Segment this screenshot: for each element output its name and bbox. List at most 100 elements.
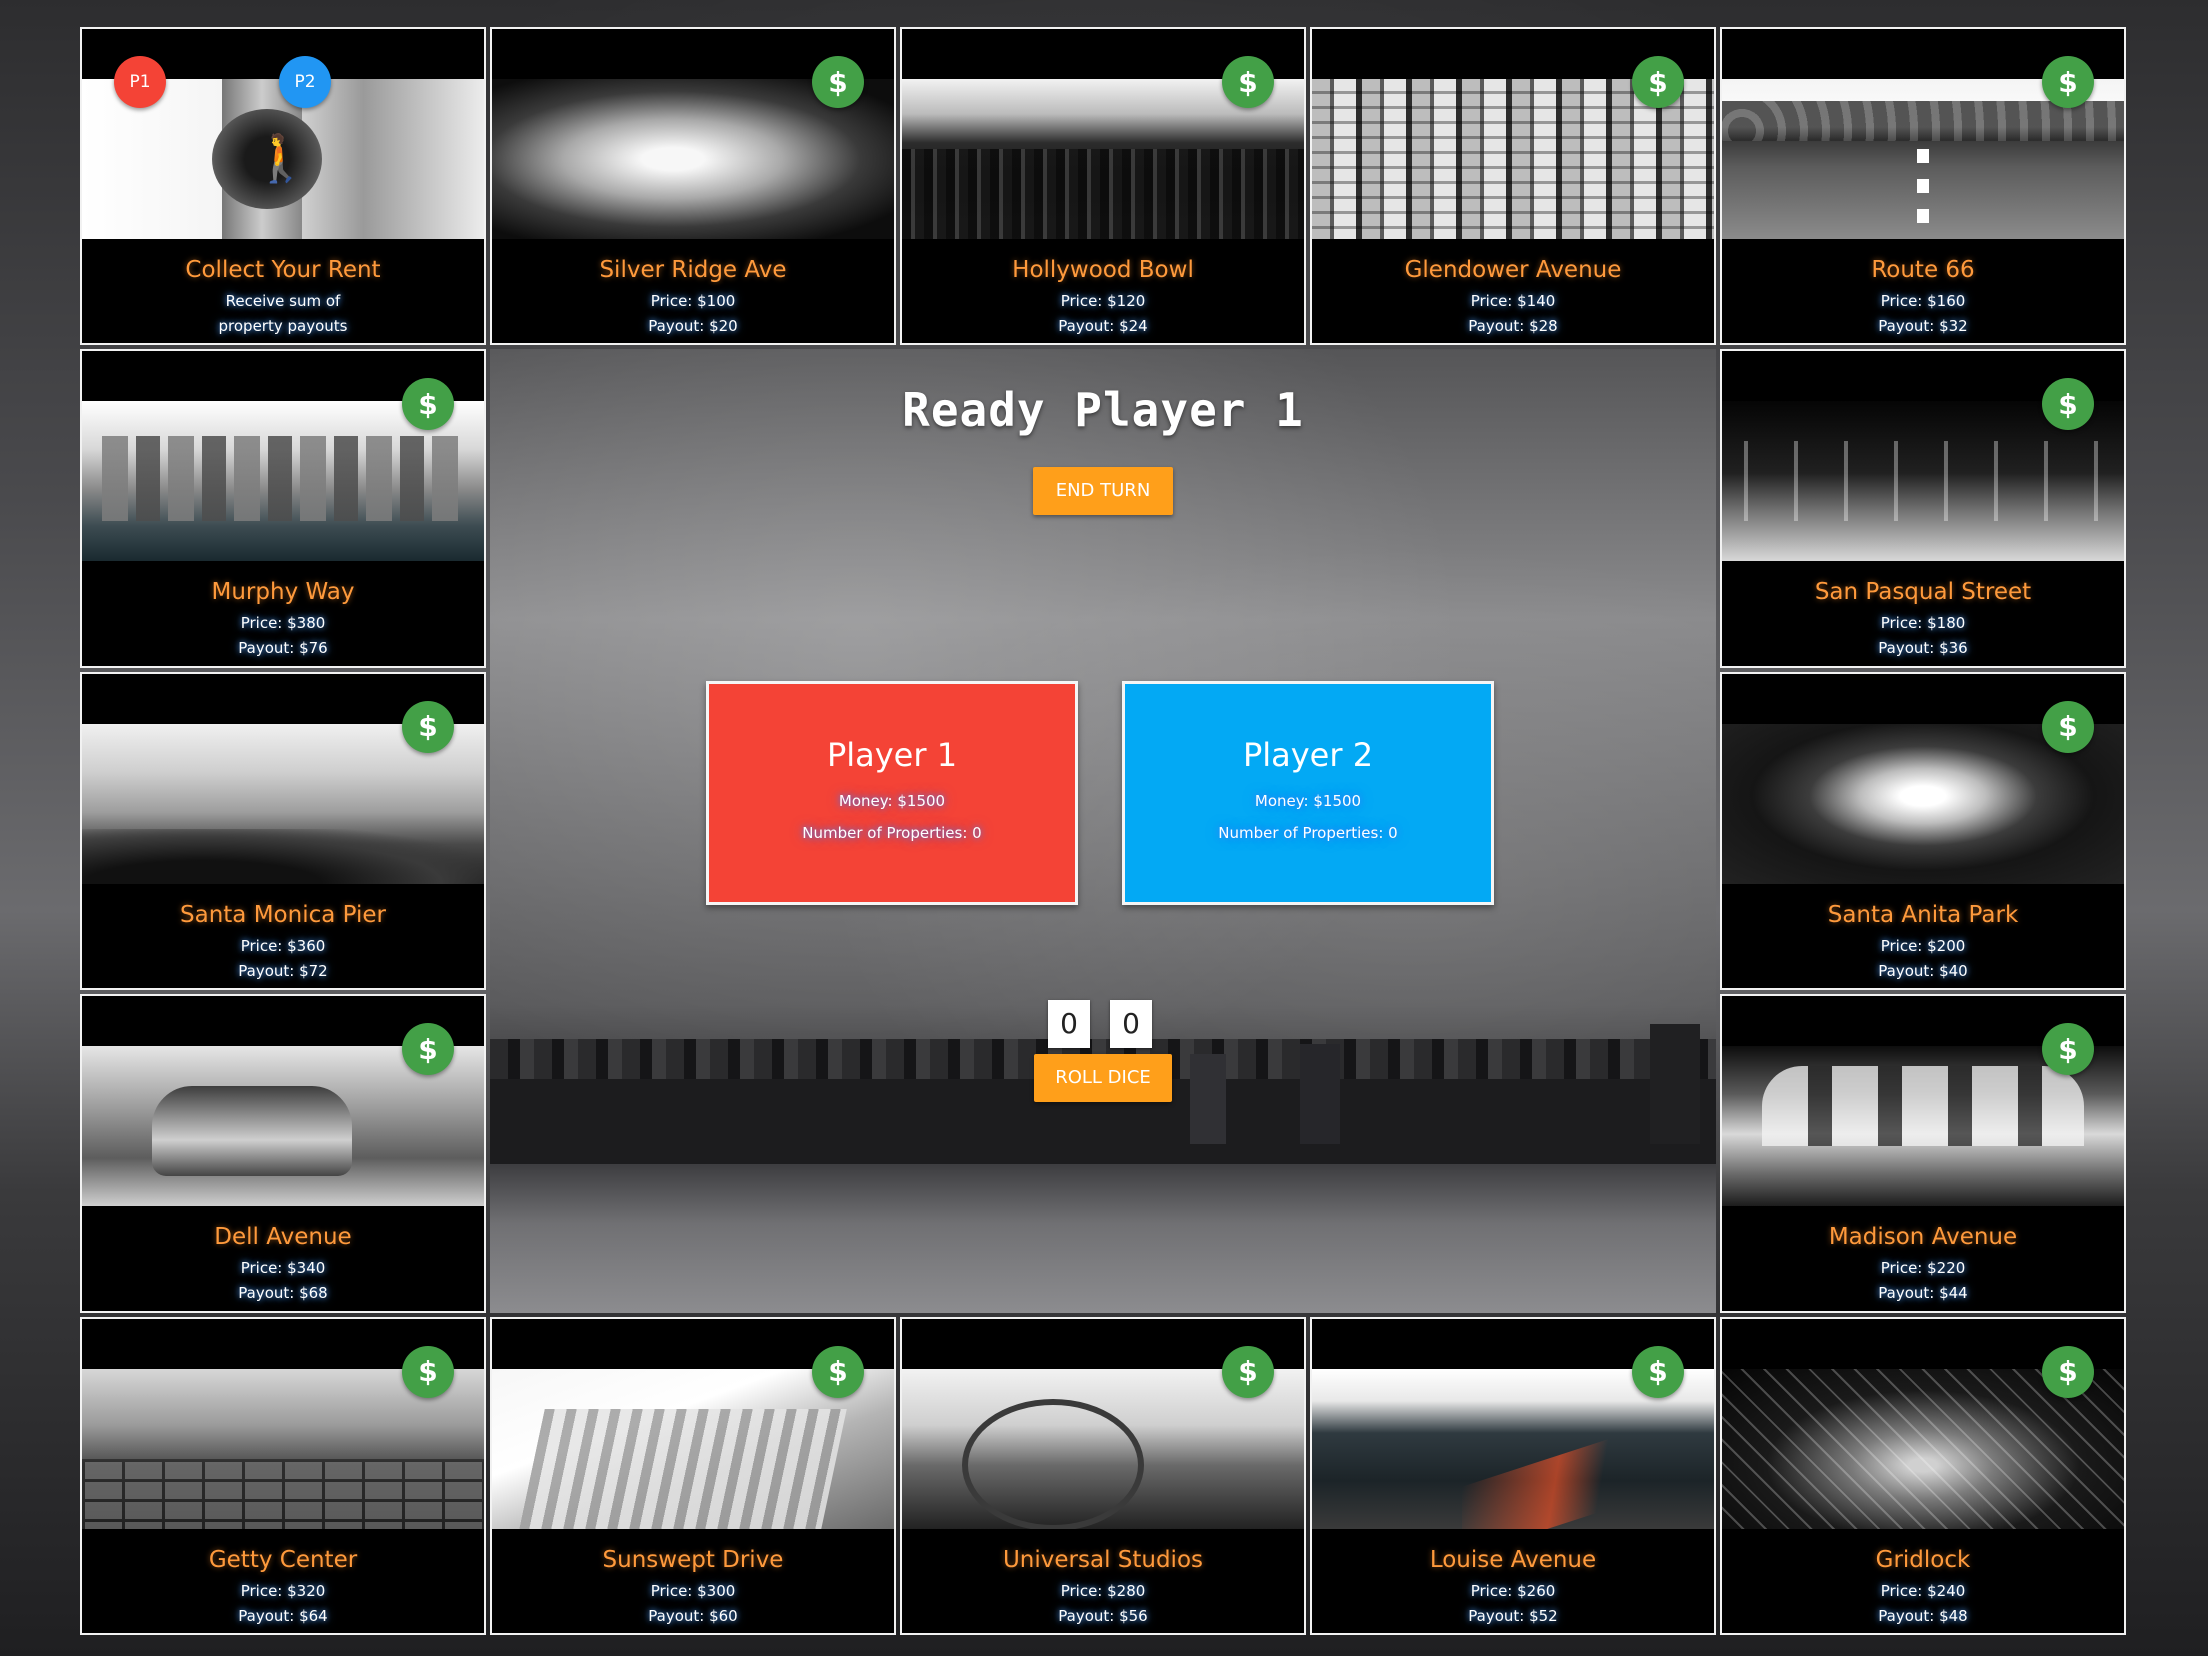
- tile-louise-avenue[interactable]: $ Louise Avenue Price: $260 Payout: $52: [1310, 1316, 1716, 1635]
- end-turn-button[interactable]: END TURN: [1033, 467, 1173, 516]
- tile-image: [82, 401, 484, 562]
- tile-payout: Payout: $60: [648, 1606, 738, 1625]
- tile-name: Madison Avenue: [1828, 1224, 2018, 1251]
- turn-status-title: Ready Player 1: [902, 383, 1304, 438]
- player-properties: Number of Properties: 0: [1218, 824, 1398, 843]
- tile-name: Hollywood Bowl: [1012, 257, 1194, 283]
- tile-price: Price: $340: [240, 1259, 326, 1278]
- tile-image: [1722, 1368, 2124, 1529]
- tile-murphy-way[interactable]: $ Murphy Way Price: $380 Payout: $76: [80, 349, 486, 668]
- tile-name: Santa Monica Pier: [180, 901, 386, 928]
- tile-payout: Payout: $28: [1468, 317, 1558, 335]
- tile-price: Price: $120: [1060, 292, 1146, 310]
- tile-payout: Payout: $20: [648, 317, 738, 335]
- tile-hollywood-bowl[interactable]: $ Hollywood Bowl Price: $120 Payout: $24: [900, 27, 1306, 346]
- tile-dell-avenue[interactable]: $ Dell Avenue Price: $340 Payout: $68: [80, 994, 486, 1313]
- player-2-token: P2: [279, 56, 331, 108]
- tile-payout: Payout: $40: [1878, 961, 1968, 980]
- tile-name: Sunswept Drive: [602, 1546, 784, 1573]
- tile-price: Price: $380: [240, 614, 326, 633]
- buy-property-icon[interactable]: $: [402, 378, 454, 431]
- tile-name: Santa Anita Park: [1827, 901, 2019, 928]
- buy-property-icon[interactable]: $: [2042, 378, 2094, 431]
- tile-payout: Payout: $72: [238, 961, 328, 980]
- buy-property-icon[interactable]: $: [2042, 700, 2094, 753]
- player-money: Money: $1500: [838, 792, 946, 811]
- center-panel: Ready Player 1 END TURN Player 1 Money: …: [490, 349, 1716, 1313]
- tile-price: Price: $280: [1060, 1581, 1146, 1600]
- roll-dice-button[interactable]: ROLL DICE: [1034, 1054, 1172, 1103]
- tile-price: Price: $360: [240, 936, 326, 955]
- buy-property-icon[interactable]: $: [2042, 1023, 2094, 1076]
- buy-property-icon[interactable]: $: [812, 1345, 864, 1398]
- tile-info: Receive sum of: [225, 292, 341, 310]
- tile-info: property payouts: [218, 317, 348, 335]
- tile-glendower-avenue[interactable]: $ Glendower Avenue Price: $140 Payout: $…: [1310, 27, 1716, 346]
- tile-payout: Payout: $56: [1058, 1606, 1148, 1625]
- tile-price: Price: $180: [1880, 614, 1966, 633]
- player-1-token: P1: [114, 56, 166, 108]
- buy-property-icon[interactable]: $: [1222, 1345, 1274, 1398]
- tile-collect-your-rent: 🚶 P1 P2 Collect Your Rent Receive sum of…: [80, 27, 486, 346]
- tile-santa-monica-pier[interactable]: $ Santa Monica Pier Price: $360 Payout: …: [80, 671, 486, 991]
- tile-name: Louise Avenue: [1429, 1546, 1597, 1573]
- tile-name: Dell Avenue: [214, 1224, 352, 1251]
- buy-property-icon[interactable]: $: [812, 56, 864, 108]
- player-name: Player 1: [826, 736, 958, 775]
- tile-price: Price: $260: [1470, 1581, 1556, 1600]
- tile-price: Price: $140: [1470, 292, 1556, 310]
- buy-property-icon[interactable]: $: [1632, 56, 1684, 108]
- buy-property-icon[interactable]: $: [1632, 1345, 1684, 1398]
- tile-name: Collect Your Rent: [185, 257, 381, 283]
- player-name: Player 2: [1242, 736, 1374, 775]
- player-properties: Number of Properties: 0: [802, 824, 982, 843]
- tile-payout: Payout: $48: [1878, 1606, 1968, 1625]
- tile-name: Gridlock: [1875, 1546, 1971, 1573]
- player-money: Money: $1500: [1254, 792, 1362, 811]
- buy-property-icon[interactable]: $: [1222, 56, 1274, 108]
- tile-price: Price: $200: [1880, 936, 1966, 955]
- die-2: 0: [1110, 1000, 1152, 1049]
- buy-property-icon[interactable]: $: [402, 1023, 454, 1076]
- tile-payout: Payout: $32: [1878, 317, 1968, 335]
- tile-getty-center[interactable]: $ Getty Center Price: $320 Payout: $64: [80, 1316, 486, 1635]
- tile-payout: Payout: $24: [1058, 317, 1148, 335]
- tile-payout: Payout: $52: [1468, 1606, 1558, 1625]
- tile-image: [1722, 1046, 2124, 1207]
- player-2-card: Player 2 Money: $1500 Number of Properti…: [1122, 681, 1494, 906]
- tile-name: Silver Ridge Ave: [599, 257, 787, 283]
- buy-property-icon[interactable]: $: [2042, 1345, 2094, 1398]
- tile-name: Murphy Way: [211, 579, 355, 606]
- tile-price: Price: $100: [650, 292, 736, 310]
- tile-universal-studios[interactable]: $ Universal Studios Price: $280 Payout: …: [900, 1316, 1306, 1635]
- tile-payout: Payout: $76: [238, 639, 328, 658]
- tile-silver-ridge-ave[interactable]: $ Silver Ridge Ave Price: $100 Payout: $…: [490, 27, 896, 346]
- die-1: 0: [1048, 1000, 1090, 1049]
- tile-price: Price: $300: [650, 1581, 736, 1600]
- tile-price: Price: $160: [1880, 292, 1966, 310]
- tile-madison-avenue[interactable]: $ Madison Avenue Price: $220 Payout: $44: [1720, 994, 2126, 1313]
- game-board: 🚶 P1 P2 Collect Your Rent Receive sum of…: [80, 27, 2126, 1635]
- buy-property-icon[interactable]: $: [402, 700, 454, 753]
- tile-name: San Pasqual Street: [1814, 579, 2032, 606]
- tile-san-pasqual-street[interactable]: $ San Pasqual Street Price: $180 Payout:…: [1720, 349, 2126, 668]
- tile-payout: Payout: $68: [238, 1284, 328, 1303]
- tile-image: [1722, 401, 2124, 562]
- tile-name: Glendower Avenue: [1404, 257, 1622, 283]
- water-background: [490, 1164, 1716, 1313]
- tile-price: Price: $220: [1880, 1259, 1966, 1278]
- tile-santa-anita-park[interactable]: $ Santa Anita Park Price: $200 Payout: $…: [1720, 671, 2126, 991]
- tile-name: Route 66: [1871, 257, 1975, 283]
- tile-payout: Payout: $36: [1878, 639, 1968, 658]
- tile-payout: Payout: $64: [238, 1606, 328, 1625]
- buy-property-icon[interactable]: $: [2042, 56, 2094, 108]
- buy-property-icon[interactable]: $: [402, 1345, 454, 1398]
- tile-price: Price: $240: [1880, 1581, 1966, 1600]
- player-1-card: Player 1 Money: $1500 Number of Properti…: [706, 681, 1078, 906]
- tile-name: Universal Studios: [1002, 1546, 1204, 1573]
- tile-gridlock[interactable]: $ Gridlock Price: $240 Payout: $48: [1720, 1316, 2126, 1635]
- tile-payout: Payout: $44: [1878, 1284, 1968, 1303]
- tile-route-66[interactable]: $ Route 66 Price: $160 Payout: $32: [1720, 27, 2126, 346]
- tile-sunswept-drive[interactable]: $ Sunswept Drive Price: $300 Payout: $60: [490, 1316, 896, 1635]
- tile-price: Price: $320: [240, 1581, 326, 1600]
